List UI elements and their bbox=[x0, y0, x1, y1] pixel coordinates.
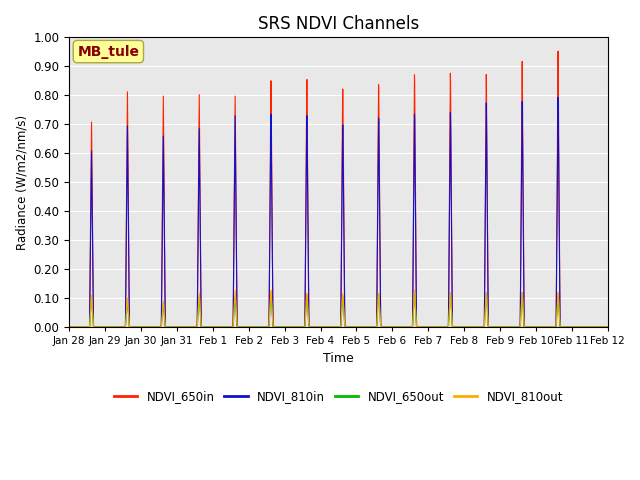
NDVI_650in bbox=[159, 171, 166, 177]
NDVI_650in bbox=[127, 324, 134, 330]
NDVI_810in bbox=[604, 324, 611, 330]
NDVI_650out bbox=[295, 324, 303, 330]
NDVI_650out bbox=[536, 324, 543, 330]
NDVI_650in bbox=[604, 324, 611, 330]
NDVI_810in bbox=[295, 324, 303, 330]
NDVI_810in bbox=[554, 94, 562, 100]
NDVI_650out bbox=[518, 290, 526, 296]
NDVI_810out bbox=[593, 324, 601, 330]
NDVI_650in bbox=[593, 324, 601, 330]
NDVI_810out bbox=[159, 307, 166, 313]
NDVI_650in bbox=[554, 48, 562, 54]
NDVI_650in bbox=[535, 324, 543, 330]
NDVI_650in bbox=[295, 324, 303, 330]
NDVI_810out bbox=[65, 324, 73, 330]
NDVI_650in bbox=[272, 324, 280, 330]
Line: NDVI_810in: NDVI_810in bbox=[69, 97, 607, 327]
NDVI_650out bbox=[159, 309, 166, 315]
Legend: NDVI_650in, NDVI_810in, NDVI_650out, NDVI_810out: NDVI_650in, NDVI_810in, NDVI_650out, NDV… bbox=[109, 385, 568, 408]
NDVI_810out bbox=[231, 288, 239, 293]
Line: NDVI_810out: NDVI_810out bbox=[69, 290, 607, 327]
NDVI_650out bbox=[593, 324, 601, 330]
NDVI_650out bbox=[272, 324, 280, 330]
NDVI_810out bbox=[127, 324, 134, 330]
Y-axis label: Radiance (W/m2/nm/s): Radiance (W/m2/nm/s) bbox=[15, 115, 28, 250]
Title: SRS NDVI Channels: SRS NDVI Channels bbox=[258, 15, 419, 33]
NDVI_810in bbox=[535, 324, 543, 330]
NDVI_810in bbox=[159, 197, 166, 203]
NDVI_810in bbox=[593, 324, 601, 330]
NDVI_810in bbox=[65, 324, 73, 330]
X-axis label: Time: Time bbox=[323, 351, 354, 364]
Line: NDVI_650in: NDVI_650in bbox=[69, 51, 607, 327]
NDVI_650out bbox=[65, 324, 73, 330]
NDVI_650out bbox=[604, 324, 611, 330]
NDVI_810out bbox=[604, 324, 611, 330]
NDVI_810out bbox=[296, 324, 303, 330]
NDVI_650in bbox=[65, 324, 73, 330]
Text: MB_tule: MB_tule bbox=[77, 45, 140, 59]
Line: NDVI_650out: NDVI_650out bbox=[69, 293, 607, 327]
NDVI_810in bbox=[272, 324, 280, 330]
NDVI_810in bbox=[127, 324, 134, 330]
NDVI_650out bbox=[127, 324, 134, 330]
NDVI_810out bbox=[536, 324, 543, 330]
NDVI_810out bbox=[272, 324, 280, 330]
